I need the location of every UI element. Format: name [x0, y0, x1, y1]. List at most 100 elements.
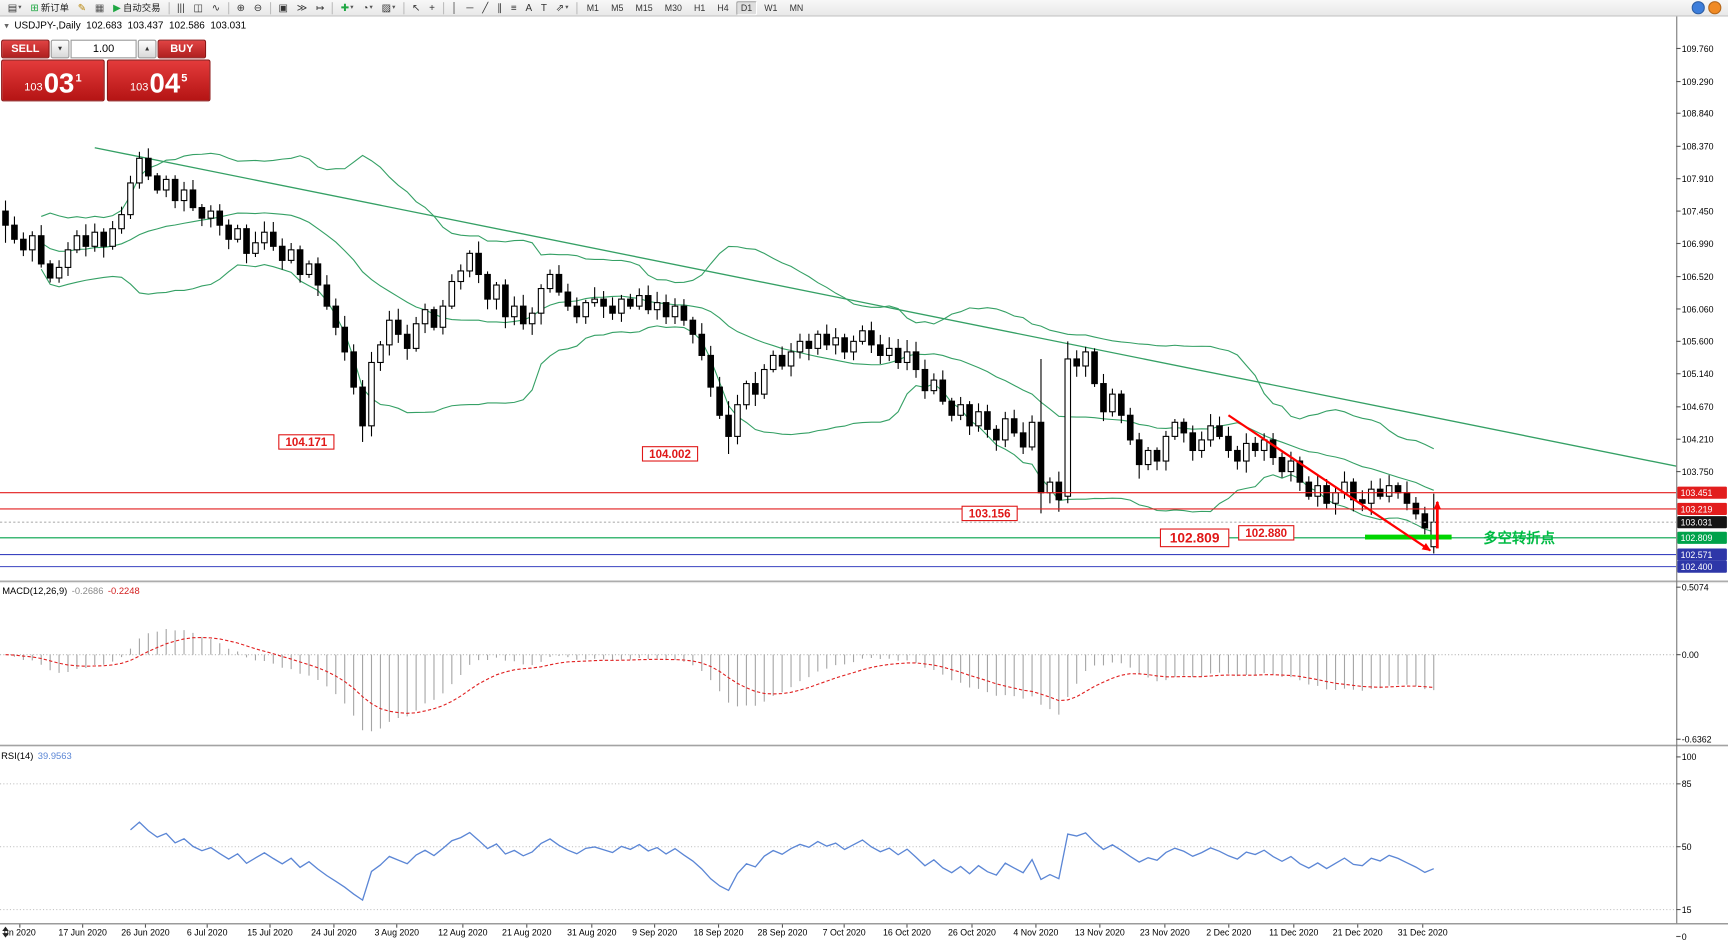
main-plot: 104.171 104.002 103.156 102.809 102.880 多空转折点 — [0, 147, 1693, 568]
line-chart-button[interactable]: ∿ — [208, 1, 223, 15]
svg-text:103.031: 103.031 — [1681, 518, 1713, 528]
bar-chart-icon: ||| — [176, 1, 185, 13]
timeframe-m15[interactable]: M15 — [631, 1, 658, 15]
tile-windows-icon: ▣ — [278, 1, 288, 13]
fibonacci-icon: ≡ — [510, 1, 517, 13]
svg-text:15: 15 — [1682, 905, 1692, 915]
price-callout: 103.156 — [961, 505, 1018, 522]
toolbar-badges — [1691, 1, 1725, 15]
one-click-collapse-icon[interactable]: ▾ — [4, 20, 9, 31]
volume-decrease-button[interactable]: ▼ — [50, 39, 70, 59]
cursor-button[interactable]: ↖ — [409, 1, 424, 15]
svg-text:21 Aug 2020: 21 Aug 2020 — [502, 927, 552, 937]
vertical-line-icon: │ — [451, 1, 458, 13]
date-axis[interactable]: un 2020 17 Jun 2020 26 Jun 2020 6 Jul 2020 1… — [0, 923, 1728, 938]
text-label-button[interactable]: T — [538, 1, 551, 15]
svg-text:104.002: 104.002 — [649, 449, 691, 461]
equidistant-channel-button[interactable]: ∥ — [494, 1, 506, 15]
indicators-icon: ✚ — [340, 1, 350, 13]
svg-text:28 Sep 2020: 28 Sep 2020 — [757, 927, 807, 937]
zoom-in-button[interactable]: ⊕ — [233, 1, 248, 15]
timeframe-m5[interactable]: M5 — [606, 1, 628, 15]
new-chart-icon: ▤ — [7, 1, 18, 13]
metaeditor-button[interactable]: ✎ — [74, 1, 89, 15]
buy-price-button[interactable]: 103 04 5 — [106, 59, 211, 102]
timeframe-m1[interactable]: M1 — [582, 1, 604, 15]
new-order-icon: ⊞ — [30, 1, 39, 13]
arrows-button[interactable]: ⇗ ▾ — [552, 1, 571, 15]
svg-text:16 Oct 2020: 16 Oct 2020 — [883, 927, 931, 937]
svg-text:6 Jul 2020: 6 Jul 2020 — [187, 927, 228, 937]
svg-text:104.171: 104.171 — [285, 437, 327, 449]
crosshair-button[interactable]: + — [426, 1, 438, 15]
text-button[interactable]: A — [522, 1, 535, 15]
autotrading-button-label: 自动交易 — [122, 1, 161, 13]
svg-text:4 Nov 2020: 4 Nov 2020 — [1013, 927, 1058, 937]
new-chart-button[interactable]: ▤ ▾ — [4, 1, 24, 15]
buy-button[interactable]: BUY — [157, 39, 207, 59]
autotrading-button[interactable]: ▶ 自动交易 — [110, 1, 164, 15]
tile-windows-button[interactable]: ▣ — [275, 1, 291, 15]
macd-panel — [0, 628, 1677, 732]
timeframe-w1[interactable]: W1 — [759, 1, 782, 15]
svg-text:26 Jun 2020: 26 Jun 2020 — [121, 927, 170, 937]
bar-chart-button[interactable]: ||| — [174, 1, 188, 15]
rsi-value: 39.9563 — [37, 750, 72, 762]
sell-price-button[interactable]: 103 03 1 — [1, 59, 105, 102]
descending-trendline[interactable] — [94, 147, 1693, 470]
caret-down-icon: ▼ — [56, 45, 64, 53]
red-downtrend-arrow[interactable] — [1227, 414, 1432, 552]
price-callout: 104.002 — [641, 446, 699, 462]
svg-text:106.520: 106.520 — [1682, 272, 1714, 282]
svg-text:15 Jul 2020: 15 Jul 2020 — [247, 927, 293, 937]
svg-text:0.5074: 0.5074 — [1682, 582, 1709, 592]
metaeditor-icon: ✎ — [77, 1, 87, 13]
notification-badge-orange[interactable] — [1708, 1, 1722, 15]
timeframe-h4[interactable]: H4 — [712, 1, 733, 15]
horizontal-line-button[interactable]: ─ — [463, 1, 477, 15]
periods-button[interactable]: ◔ ▾ — [359, 1, 376, 15]
templates-button[interactable]: ▨ ▾ — [378, 1, 398, 15]
trendline-button[interactable]: ╱ — [479, 1, 492, 15]
candlestick-chart-icon: ◫ — [193, 1, 203, 13]
sell-button[interactable]: SELL — [1, 39, 50, 59]
fibonacci-button[interactable]: ≡ — [508, 1, 520, 15]
data-window-button[interactable]: ▦ — [92, 1, 108, 15]
toolbar-separator — [168, 1, 170, 14]
svg-text:103.219: 103.219 — [1681, 504, 1713, 514]
rsi-name: RSI(14) — [1, 750, 34, 762]
chart-title: ▾ USDJPY-,Daily 102.683 103.437 102.586 … — [4, 20, 246, 31]
main-toolbar: ▤ ▾ ⊞ 新订单 ✎ ▦ ▶ 自动交易 ||| ◫ ∿ ⊕ ⊖ ▣ ≫ ↦ ✚ ▾ ◔ ▾ ▨ ▾ ↖ + │ ─ ╱ ∥ ≡ A T ⇗ ▾… — [0, 0, 1728, 17]
macd-name: MACD(12,26,9) — [2, 585, 68, 597]
svg-text:0.00: 0.00 — [1682, 650, 1699, 660]
candlestick-chart-button[interactable]: ◫ — [190, 1, 206, 15]
indicators-button[interactable]: ✚ ▾ — [337, 1, 356, 15]
timeframe-h1[interactable]: H1 — [689, 1, 710, 15]
notification-badge-blue[interactable] — [1691, 1, 1705, 15]
svg-text:106.060: 106.060 — [1682, 304, 1714, 314]
price-axis[interactable]: 109.760 109.290 108.840 108.370 107.910 107.4… — [1676, 16, 1727, 942]
svg-text:108.840: 108.840 — [1682, 109, 1714, 119]
timeframe-d1[interactable]: D1 — [735, 0, 758, 15]
vertical-line-button[interactable]: │ — [448, 1, 461, 15]
chart-shift-button[interactable]: ↦ — [313, 1, 328, 15]
zoom-out-button[interactable]: ⊖ — [250, 1, 265, 15]
timeframe-mn[interactable]: MN — [785, 1, 809, 15]
svg-text:9 Sep 2020: 9 Sep 2020 — [632, 927, 677, 937]
auto-scroll-button[interactable]: ≫ — [293, 1, 310, 15]
volume-increase-button[interactable]: ▲ — [137, 39, 157, 59]
svg-text:104.210: 104.210 — [1682, 435, 1714, 445]
timeframe-m30[interactable]: M30 — [660, 1, 687, 15]
bid-big-digits: 03 — [43, 68, 75, 100]
new-order-button[interactable]: ⊞ 新订单 — [27, 1, 72, 15]
fast-nav-toggle[interactable] — [2, 926, 9, 938]
chevron-down-icon: ▾ — [18, 3, 22, 11]
svg-text:85: 85 — [1682, 779, 1692, 789]
svg-text:11 Dec 2020: 11 Dec 2020 — [1269, 927, 1318, 937]
volume-input[interactable] — [70, 39, 137, 59]
zoom-in-icon: ⊕ — [236, 1, 245, 13]
svg-text:17 Jun 2020: 17 Jun 2020 — [58, 927, 107, 937]
